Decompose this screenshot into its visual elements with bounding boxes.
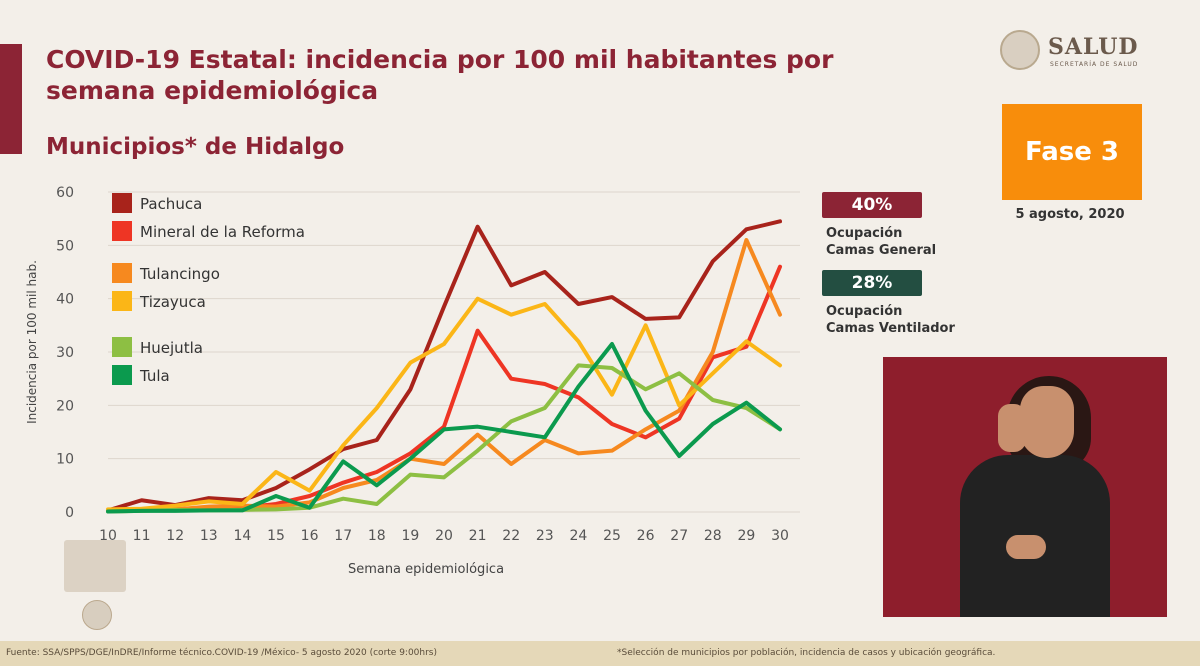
legend-swatch bbox=[112, 365, 132, 385]
salud-logo: SALUD SECRETARÍA DE SALUD bbox=[1000, 30, 1150, 74]
x-tick-label: 30 bbox=[771, 528, 789, 544]
y-tick-label: 10 bbox=[56, 452, 74, 468]
y-tick-label: 20 bbox=[56, 398, 74, 414]
legend-swatch bbox=[112, 193, 132, 213]
x-tick-label: 16 bbox=[301, 528, 319, 544]
x-tick-label: 22 bbox=[502, 528, 520, 544]
x-tick-label: 21 bbox=[469, 528, 487, 544]
legend-label: Mineral de la Reforma bbox=[140, 223, 305, 241]
legend-label: Tizayuca bbox=[139, 293, 206, 311]
phase-badge: Fase 3 bbox=[1002, 104, 1142, 200]
x-tick-label: 24 bbox=[569, 528, 587, 544]
interpreter-hand-lower bbox=[1006, 535, 1046, 559]
seal-icon bbox=[1000, 30, 1040, 70]
series-line bbox=[106, 238, 782, 513]
legend-label: Pachuca bbox=[140, 195, 202, 213]
accent-bar bbox=[0, 44, 22, 154]
legend-swatch bbox=[112, 221, 132, 241]
occupancy-general-line1: Ocupación bbox=[826, 226, 903, 241]
x-tick-label: 28 bbox=[704, 528, 722, 544]
legend-swatch bbox=[112, 263, 132, 283]
series-line bbox=[106, 342, 782, 514]
x-tick-label: 14 bbox=[233, 528, 251, 544]
x-tick-label: 15 bbox=[267, 528, 285, 544]
y-tick-label: 60 bbox=[56, 185, 74, 201]
interpreter-head bbox=[1020, 386, 1074, 458]
footnote: *Selección de municipios por población, … bbox=[617, 648, 996, 658]
x-tick-label: 13 bbox=[200, 528, 218, 544]
occupancy-ventilator-badge: 28% bbox=[822, 270, 922, 296]
legend-swatch bbox=[112, 337, 132, 357]
page-title: COVID-19 Estatal: incidencia por 100 mil… bbox=[46, 45, 834, 105]
x-tick-label: 19 bbox=[401, 528, 419, 544]
x-tick-label: 17 bbox=[334, 528, 352, 544]
series-line bbox=[106, 219, 782, 513]
y-tick-label: 0 bbox=[65, 505, 74, 521]
y-tick-label: 40 bbox=[56, 292, 74, 308]
y-tick-label: 50 bbox=[56, 238, 74, 254]
decorative-seal-icon bbox=[82, 600, 112, 630]
occupancy-ventilator-label: Ocupación Camas Ventilador bbox=[826, 303, 955, 337]
x-tick-label: 12 bbox=[166, 528, 184, 544]
occupancy-general-badge: 40% bbox=[822, 192, 922, 218]
legend-swatch bbox=[112, 291, 132, 311]
x-tick-label: 11 bbox=[133, 528, 151, 544]
x-tick-label: 29 bbox=[737, 528, 755, 544]
x-tick-label: 20 bbox=[435, 528, 453, 544]
logo-name: SALUD bbox=[1048, 34, 1139, 60]
legend-label: Tula bbox=[139, 367, 170, 385]
occupancy-general-line2: Camas General bbox=[826, 243, 937, 258]
x-axis-label: Semana epidemiológica bbox=[348, 562, 504, 577]
occupancy-general-label: Ocupación Camas General bbox=[826, 225, 936, 259]
y-axis-label: Incidencia por 100 mil hab. bbox=[25, 260, 39, 424]
footer: Fuente: SSA/SPPS/DGE/InDRE/Informe técni… bbox=[0, 641, 1200, 666]
x-tick-label: 18 bbox=[368, 528, 386, 544]
interpreter-hand bbox=[998, 404, 1026, 452]
report-date: 5 agosto, 2020 bbox=[1015, 207, 1125, 222]
occupancy-ventilator-line2: Camas Ventilador bbox=[826, 321, 955, 336]
series-line bbox=[106, 363, 782, 514]
x-tick-label: 23 bbox=[536, 528, 554, 544]
x-tick-label: 25 bbox=[603, 528, 621, 544]
page-subtitle: Municipios* de Hidalgo bbox=[46, 134, 345, 160]
x-tick-label: 27 bbox=[670, 528, 688, 544]
decorative-image bbox=[64, 540, 126, 592]
source-note: Fuente: SSA/SPPS/DGE/InDRE/Informe técni… bbox=[6, 648, 438, 658]
legend-label: Huejutla bbox=[140, 339, 203, 357]
occupancy-ventilator-line1: Ocupación bbox=[826, 304, 903, 319]
logo-subtitle: SECRETARÍA DE SALUD bbox=[1050, 61, 1139, 68]
y-tick-label: 30 bbox=[56, 345, 74, 361]
legend-label: Tulancingo bbox=[139, 265, 220, 283]
x-tick-label: 26 bbox=[637, 528, 655, 544]
